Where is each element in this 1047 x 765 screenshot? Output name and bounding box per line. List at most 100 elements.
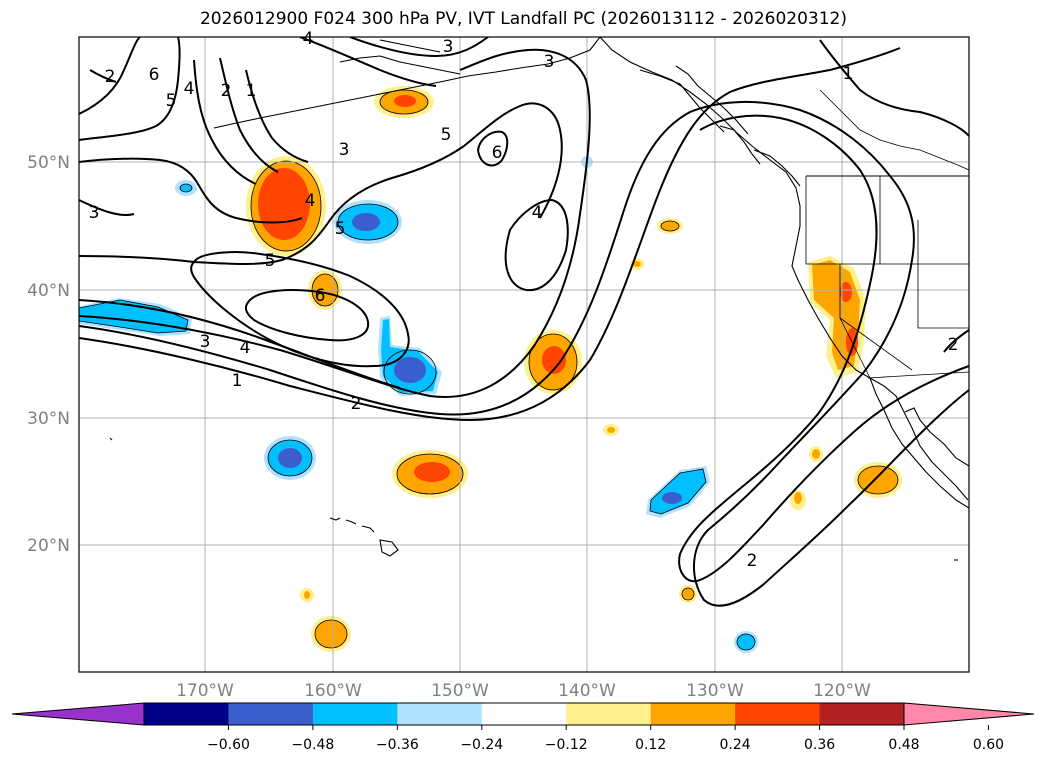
contour-label: 6: [149, 65, 160, 85]
contour-label: 6: [492, 143, 503, 163]
positive-anomaly-blob: [374, 86, 434, 118]
lat-label: 40°N: [27, 281, 70, 301]
contour-label: 2: [351, 394, 362, 414]
contour-line: [504, 198, 569, 292]
contour-line: [79, 100, 969, 607]
contour-label: 2: [105, 67, 116, 87]
colorbar-tick-label: −0.36: [376, 737, 419, 753]
positive-anomaly-blob: [311, 616, 351, 652]
contour-line: [79, 47, 901, 422]
coastlines: [109, 37, 969, 561]
contour-line: [245, 69, 309, 163]
lon-label: 160°W: [304, 681, 362, 701]
colorbar-tick-label: −0.24: [460, 737, 503, 753]
contour-label: 5: [335, 219, 346, 239]
map-frame: [78, 36, 970, 673]
contour-line: [79, 37, 141, 115]
contour-label: 3: [89, 203, 100, 223]
latitude-labels: 50°N 40°N 30°N 20°N: [27, 153, 70, 556]
longitude-labels: 170°W 160°W 150°W 140°W 130°W 120°W: [176, 681, 871, 701]
contour-label: 1: [246, 81, 257, 101]
colorbar-segment: [144, 703, 229, 725]
contour-line: [219, 57, 279, 173]
lat-label: 20°N: [27, 536, 70, 556]
contour-line: [79, 299, 401, 389]
contour-label: 2: [221, 81, 232, 101]
colorbar-segment: [397, 703, 483, 725]
colorbar-tick-label: −0.60: [207, 737, 250, 753]
positive-anomaly-blob: [524, 330, 582, 394]
positive-anomaly-blob: [246, 156, 326, 256]
contour-label: 4: [532, 203, 543, 223]
negative-anomaly-blob: [264, 436, 316, 480]
contour-label: 4: [240, 338, 251, 358]
contour-line: [678, 114, 969, 583]
contour-label: 6: [315, 286, 326, 306]
contour-labels: 1 2 3 4 5 6 4 5 2 1 3 4 5 6 3 6 3 5 4 3 …: [89, 29, 959, 571]
colorbar-segment: [650, 703, 736, 725]
contour-label: 4: [305, 191, 316, 211]
contour-line: [79, 157, 303, 224]
chart-title: 2026012900 F024 300 hPa PV, IVT Landfall…: [199, 9, 847, 29]
positive-anomaly-blob: [392, 450, 468, 498]
contour-line: [89, 69, 117, 83]
contour-label: 3: [200, 332, 211, 352]
contour-label: 2: [948, 335, 959, 355]
pv-contours: [79, 37, 969, 607]
lat-label: 50°N: [27, 153, 70, 173]
contour-label: 5: [265, 251, 276, 271]
colorbar-tick-label: 0.60: [973, 737, 1004, 753]
contour-line: [244, 289, 370, 342]
contour-label: 2: [747, 551, 758, 571]
colorbar-tick-label: −0.12: [545, 737, 588, 753]
lon-label: 120°W: [813, 681, 871, 701]
colorbar: −0.60 −0.48 −0.36 −0.24 −0.12 0.12 0.24 0.36 0.4…: [11, 702, 1035, 753]
lon-label: 170°W: [176, 681, 234, 701]
contour-line: [79, 199, 135, 216]
contour-label: 5: [166, 91, 177, 111]
contour-label: 5: [441, 125, 452, 145]
contour-label: 1: [843, 64, 854, 84]
negative-anomaly-blob: [378, 316, 442, 396]
colorbar-tick-label: 0.24: [720, 737, 751, 753]
colorbar-segment: [228, 703, 314, 725]
contour-line: [190, 251, 410, 368]
colorbar-segment: [312, 703, 398, 725]
contour-line: [193, 59, 257, 185]
colorbar-frame: [143, 702, 905, 726]
contour-label: 3: [544, 52, 555, 72]
colorbar-segment: [819, 703, 905, 725]
colorbar-tick-label: 0.48: [888, 737, 919, 753]
contour-line: [819, 39, 969, 137]
map-panel: 1 2 3 4 5 6 4 5 2 1 3 4 5 6 3 6 3 5 4 3 …: [27, 29, 970, 701]
negative-anomaly-blob: [646, 466, 710, 518]
contour-label: 3: [339, 140, 350, 160]
contour-label: 1: [232, 371, 243, 391]
shading-outlines: [79, 89, 899, 651]
contour-label: 4: [303, 29, 314, 49]
shading-layer: [79, 86, 902, 653]
contour-line: [943, 329, 969, 353]
contour-line: [299, 37, 437, 87]
colorbar-segment: [566, 703, 652, 725]
colorbar-right-extension: [903, 702, 1035, 726]
colorbar-segment: [735, 703, 821, 725]
map-background: [79, 37, 969, 672]
colorbar-tick-label: −0.48: [291, 737, 334, 753]
lat-label: 30°N: [27, 409, 70, 429]
lon-label: 150°W: [431, 681, 489, 701]
contour-line: [79, 37, 181, 141]
negative-anomaly-blob: [334, 200, 402, 244]
colorbar-tick-label: 0.12: [635, 737, 666, 753]
lon-label: 140°W: [558, 681, 616, 701]
contour-line: [79, 48, 591, 398]
contour-label: 3: [443, 37, 454, 57]
lon-label: 130°W: [686, 681, 744, 701]
contour-line: [79, 102, 563, 265]
contour-line: [349, 37, 489, 58]
colorbar-left-extension: [11, 702, 145, 726]
contour-label: 4: [184, 79, 195, 99]
contour-line: [476, 130, 509, 167]
colorbar-tick-label: 0.36: [804, 737, 835, 753]
